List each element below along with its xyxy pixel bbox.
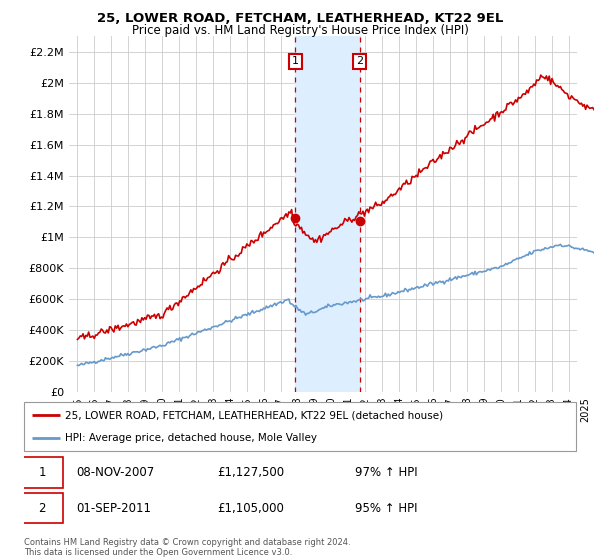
Text: 95% ↑ HPI: 95% ↑ HPI <box>355 502 418 515</box>
Bar <box>295 36 360 392</box>
Text: 25, LOWER ROAD, FETCHAM, LEATHERHEAD, KT22 9EL (detached house): 25, LOWER ROAD, FETCHAM, LEATHERHEAD, KT… <box>65 410 443 421</box>
Text: 25, LOWER ROAD, FETCHAM, LEATHERHEAD, KT22 9EL: 25, LOWER ROAD, FETCHAM, LEATHERHEAD, KT… <box>97 12 503 25</box>
Text: Price paid vs. HM Land Registry's House Price Index (HPI): Price paid vs. HM Land Registry's House … <box>131 24 469 37</box>
Bar <box>577 36 594 392</box>
FancyBboxPatch shape <box>21 458 62 488</box>
Text: 01-SEP-2011: 01-SEP-2011 <box>76 502 151 515</box>
Text: 2: 2 <box>356 57 364 66</box>
FancyBboxPatch shape <box>21 493 62 523</box>
Text: 1: 1 <box>38 466 46 479</box>
Text: 97% ↑ HPI: 97% ↑ HPI <box>355 466 418 479</box>
Text: HPI: Average price, detached house, Mole Valley: HPI: Average price, detached house, Mole… <box>65 433 317 444</box>
Text: £1,105,000: £1,105,000 <box>217 502 284 515</box>
Text: Contains HM Land Registry data © Crown copyright and database right 2024.
This d: Contains HM Land Registry data © Crown c… <box>24 538 350 557</box>
Text: 2: 2 <box>38 502 46 515</box>
FancyBboxPatch shape <box>24 402 576 451</box>
Text: £1,127,500: £1,127,500 <box>217 466 284 479</box>
Text: 08-NOV-2007: 08-NOV-2007 <box>76 466 155 479</box>
Text: 1: 1 <box>292 57 299 66</box>
